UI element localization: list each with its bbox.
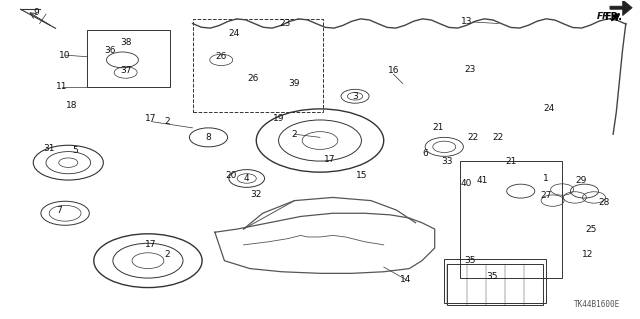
Text: 13: 13 xyxy=(461,18,472,26)
Text: 16: 16 xyxy=(388,66,399,76)
Text: 24: 24 xyxy=(228,28,239,38)
Text: 32: 32 xyxy=(251,190,262,199)
Text: 15: 15 xyxy=(356,171,367,180)
Text: 28: 28 xyxy=(598,198,609,207)
Polygon shape xyxy=(610,0,632,16)
Text: 14: 14 xyxy=(401,275,412,284)
Text: 22: 22 xyxy=(493,133,504,142)
Text: TK44B1600E: TK44B1600E xyxy=(574,300,620,309)
Text: 38: 38 xyxy=(120,38,131,47)
Text: FR.: FR. xyxy=(597,12,614,21)
Text: 37: 37 xyxy=(120,66,131,76)
Text: 26: 26 xyxy=(216,52,227,61)
Text: 20: 20 xyxy=(225,171,236,180)
Text: 4: 4 xyxy=(244,174,250,183)
Text: 2: 2 xyxy=(164,250,170,259)
Text: 2: 2 xyxy=(292,130,298,139)
Text: 33: 33 xyxy=(442,157,453,166)
Text: 35: 35 xyxy=(486,272,498,281)
Text: 41: 41 xyxy=(477,175,488,185)
Text: 36: 36 xyxy=(104,46,115,55)
Text: 22: 22 xyxy=(467,133,479,142)
Text: 23: 23 xyxy=(464,65,476,74)
Text: 1: 1 xyxy=(543,174,549,183)
Text: 17: 17 xyxy=(145,114,157,123)
Text: 7: 7 xyxy=(56,206,61,215)
Text: 39: 39 xyxy=(289,79,300,88)
Text: FR.: FR. xyxy=(604,12,622,22)
Text: 3: 3 xyxy=(352,92,358,101)
Text: 17: 17 xyxy=(324,155,335,164)
Text: 21: 21 xyxy=(432,123,444,132)
Text: 21: 21 xyxy=(506,157,517,166)
Text: 8: 8 xyxy=(205,133,211,142)
Text: 18: 18 xyxy=(66,101,77,110)
Text: 26: 26 xyxy=(248,74,259,83)
Text: 19: 19 xyxy=(273,114,284,123)
Text: 5: 5 xyxy=(72,145,77,154)
Text: 24: 24 xyxy=(544,104,555,113)
Text: 12: 12 xyxy=(582,250,593,259)
Text: 35: 35 xyxy=(464,256,476,265)
Text: 11: 11 xyxy=(56,82,68,91)
Text: 25: 25 xyxy=(585,225,596,234)
Text: 17: 17 xyxy=(145,241,157,249)
Text: 2: 2 xyxy=(164,117,170,126)
Text: 9: 9 xyxy=(33,8,39,17)
Text: 29: 29 xyxy=(575,175,587,185)
Text: 6: 6 xyxy=(422,149,428,158)
Text: 40: 40 xyxy=(461,179,472,188)
Text: 10: 10 xyxy=(60,51,71,60)
Text: 27: 27 xyxy=(541,191,552,200)
Text: 31: 31 xyxy=(44,144,55,153)
Text: 23: 23 xyxy=(279,19,291,28)
